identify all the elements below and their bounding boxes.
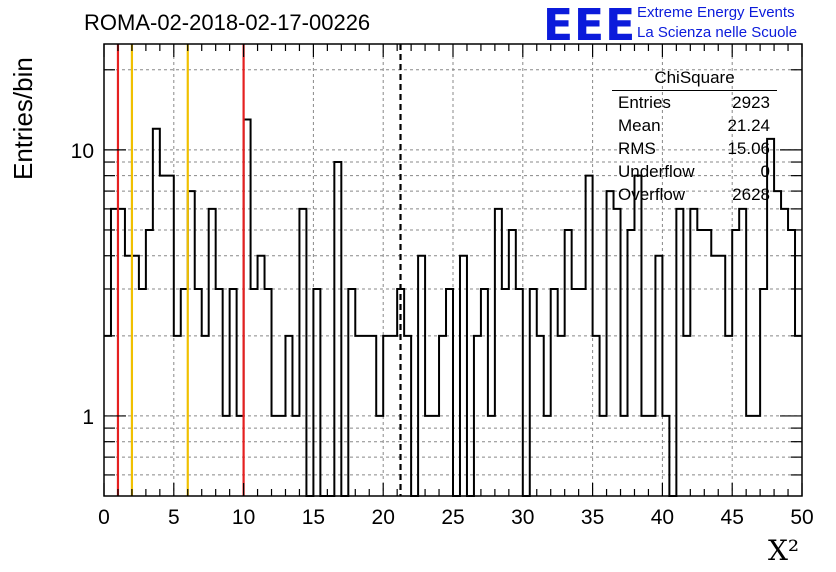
x-tick-label: 20	[372, 506, 395, 529]
histogram-bin	[509, 230, 516, 496]
x-tick-label: 5	[168, 506, 180, 529]
y-tick-label: 1	[82, 406, 94, 429]
histogram-bin	[251, 289, 258, 496]
histogram-bin	[446, 289, 453, 496]
histogram-bin	[139, 289, 146, 496]
histogram-bin	[774, 191, 781, 496]
histogram-bars	[104, 118, 802, 497]
stats-label: RMS	[618, 139, 656, 158]
stats-value: 0	[760, 162, 770, 181]
histogram-bin	[676, 209, 683, 496]
histogram-bin	[711, 256, 718, 496]
histogram-bin	[230, 289, 237, 496]
histogram-bin	[258, 256, 265, 496]
stats-value: 2628	[732, 185, 770, 204]
histogram-bin	[614, 209, 621, 496]
x-tick-label: 0	[98, 506, 110, 529]
x-tick-label: 10	[232, 506, 255, 529]
x-tick-label: 15	[302, 506, 325, 529]
histogram-bin	[299, 209, 306, 496]
axis-tick-labels: 0 5 10 15 20 25 30 35 40 45 50 1 10	[71, 140, 814, 529]
x-axis-label: X²	[768, 534, 800, 567]
histogram-bin	[313, 289, 320, 496]
histogram-bin	[565, 230, 572, 496]
histogram-outline	[104, 118, 802, 497]
histogram-bin	[460, 256, 467, 496]
x-tick-label: 30	[511, 506, 534, 529]
histogram-bin	[788, 230, 795, 496]
stats-label: Entries	[618, 93, 671, 112]
histogram-bin	[690, 209, 697, 496]
stats-row-entries: Entries 2923	[618, 93, 770, 113]
x-tick-label: 35	[581, 506, 604, 529]
histogram-bin	[572, 289, 579, 496]
histogram-bin	[334, 162, 341, 496]
histogram-bin	[607, 191, 614, 496]
stats-row-rms: RMS 15.06	[618, 139, 770, 159]
logo-line-1: Extreme Energy Events	[637, 4, 795, 21]
x-tick-label: 50	[790, 506, 813, 529]
marker-lines	[116, 44, 402, 496]
axis-ticks	[103, 44, 803, 496]
stats-label: Mean	[618, 116, 661, 135]
stats-value: 15.06	[727, 139, 770, 158]
logo-line-2: La Scienza nelle Scuole	[637, 24, 798, 41]
stats-label: Overflow	[618, 185, 686, 204]
y-tick-label: 10	[71, 140, 94, 163]
histogram-bin	[655, 256, 662, 496]
histogram-bin	[781, 209, 788, 496]
x-tick-label: 25	[441, 506, 464, 529]
histogram-bin	[195, 289, 202, 496]
chart-title: ROMA-02-2018-02-17-00226	[84, 10, 371, 35]
histogram-bin	[153, 129, 160, 496]
histogram-bin	[760, 289, 767, 496]
histogram-bin	[209, 209, 216, 496]
histogram-bin	[516, 289, 523, 496]
stats-row-overflow: Overflow 2628	[618, 185, 770, 205]
histogram-bin	[265, 289, 272, 496]
histogram-bin	[495, 209, 502, 496]
histogram-bin	[579, 289, 586, 496]
stats-separator	[612, 90, 777, 91]
stats-value: 2923	[732, 93, 770, 112]
x-tick-label: 45	[721, 506, 744, 529]
histogram-bin	[739, 209, 746, 496]
histogram-bin	[146, 230, 153, 496]
x-tick-label: 40	[651, 506, 674, 529]
histogram-bin	[704, 230, 711, 496]
histogram-bin	[530, 289, 537, 496]
stats-value: 21.24	[727, 116, 770, 135]
histogram-bin	[628, 230, 635, 496]
y-axis-label: Entries/bin	[8, 57, 38, 180]
histogram-bin	[216, 289, 223, 496]
histogram-bin	[481, 289, 488, 496]
histogram-bin	[502, 289, 509, 496]
histogram-bin	[697, 230, 704, 496]
histogram-bin	[418, 256, 425, 496]
stats-title: ChiSquare	[654, 68, 735, 87]
stats-label: Underflow	[618, 162, 695, 181]
histogram-bin	[551, 289, 558, 496]
histogram-bin	[732, 230, 739, 496]
stats-row-mean: Mean 21.24	[618, 116, 770, 136]
histogram-bin	[348, 289, 355, 496]
eee-logo: EEE	[543, 0, 637, 51]
histogram-bin	[718, 256, 725, 496]
stats-row-underflow: Underflow 0	[618, 162, 770, 182]
